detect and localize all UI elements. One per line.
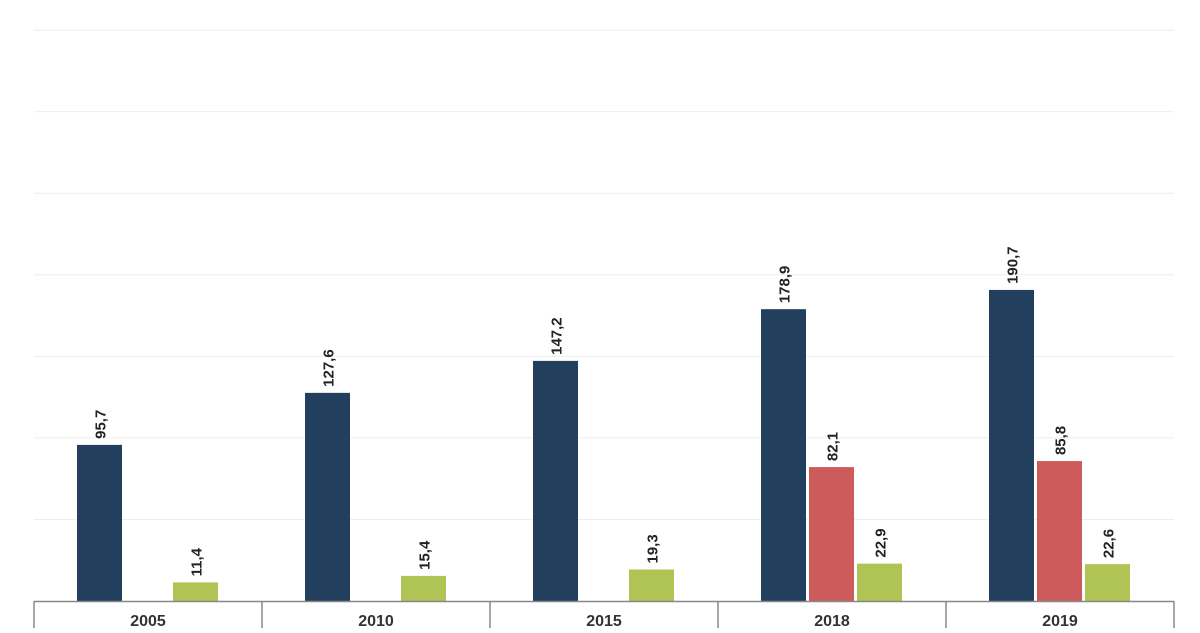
bar-2019-series-1 bbox=[989, 289, 1034, 601]
bar-2015-series-3 bbox=[629, 569, 674, 601]
bar-2019-series-2 bbox=[1037, 461, 1082, 601]
data-labels: 95,7 11,4 127,6 15,4 147,2 19,3 178,9 82,1 22,9 1… bbox=[93, 246, 1118, 576]
bar-2015-series-1 bbox=[533, 360, 578, 601]
x-tick-label: 2015 bbox=[586, 613, 622, 628]
gridlines bbox=[34, 29, 1174, 520]
data-label: 85,8 bbox=[1053, 426, 1070, 455]
x-tick-label: 2010 bbox=[358, 613, 394, 628]
data-label: 95,7 bbox=[93, 410, 110, 439]
data-label: 190,7 bbox=[1005, 246, 1022, 284]
bar-2018-series-3 bbox=[857, 563, 902, 601]
bars bbox=[77, 289, 1130, 601]
data-label: 127,6 bbox=[321, 349, 338, 387]
bar-2018-series-2 bbox=[809, 467, 854, 601]
bar-2018-series-1 bbox=[761, 309, 806, 601]
bar-2019-series-3 bbox=[1085, 564, 1130, 601]
data-label: 147,2 bbox=[549, 317, 566, 355]
data-label: 19,3 bbox=[645, 534, 662, 563]
data-label: 22,9 bbox=[873, 528, 890, 557]
x-axis: 2005 2010 2015 2018 2019 bbox=[33, 600, 1175, 630]
x-tick-label: 2005 bbox=[130, 613, 166, 628]
data-label: 15,4 bbox=[417, 540, 434, 570]
data-label: 82,1 bbox=[825, 432, 842, 461]
data-label: 11,4 bbox=[189, 547, 206, 576]
bar-2005-series-3 bbox=[173, 582, 218, 601]
bar-2005-series-1 bbox=[77, 444, 122, 601]
x-tick-label: 2018 bbox=[814, 613, 850, 628]
data-label: 22,6 bbox=[1101, 529, 1118, 558]
x-tick-label: 2019 bbox=[1042, 613, 1078, 628]
bar-2010-series-3 bbox=[401, 575, 446, 601]
data-label: 178,9 bbox=[777, 266, 794, 304]
bar-2010-series-1 bbox=[305, 392, 350, 601]
